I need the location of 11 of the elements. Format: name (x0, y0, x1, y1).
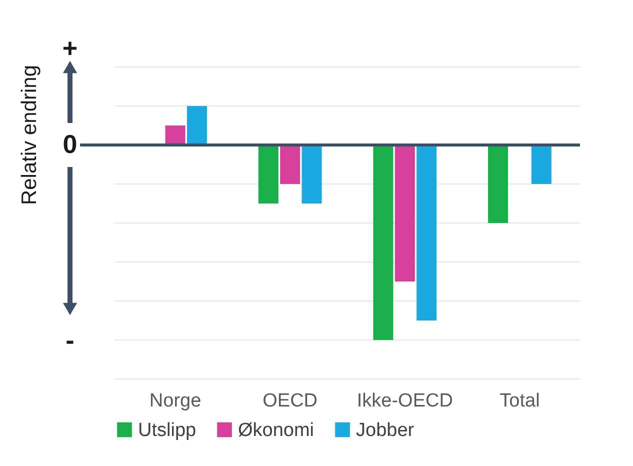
x-tick-label: Ikke-OECD (356, 390, 453, 412)
legend-label: Utslipp (138, 420, 196, 441)
text: + (62, 33, 78, 63)
x-tick-label: Norge (149, 390, 202, 412)
x-tick-label: Total (500, 390, 540, 412)
text: 0 (62, 129, 78, 159)
legend-label: Jobber (356, 420, 415, 441)
y-axis-title: Relativ endring (18, 64, 41, 206)
text: - (66, 325, 74, 355)
x-tick-label: OECD (262, 390, 318, 412)
legend-label: Økonomi (238, 420, 314, 441)
